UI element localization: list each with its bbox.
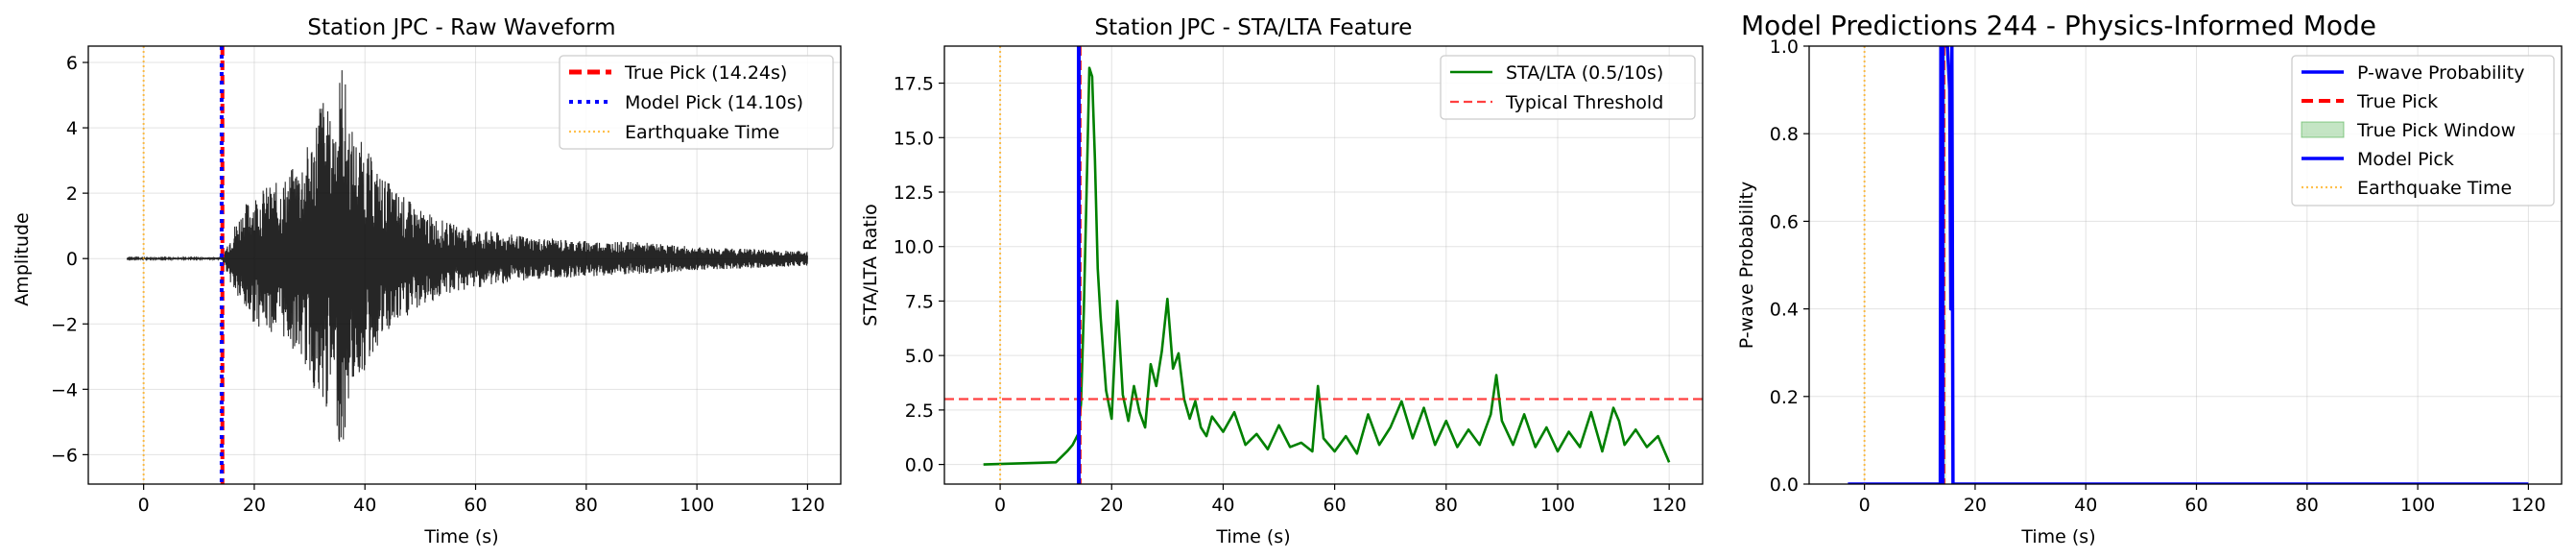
legend: STA/LTA (0.5/10s) Typical Threshold xyxy=(1440,55,1696,120)
x-tick-label: 100 xyxy=(1540,495,1575,516)
y-tick-label: 6 xyxy=(66,53,78,74)
x-tick-label: 100 xyxy=(680,495,714,516)
x-tick-label: 100 xyxy=(2400,495,2435,516)
x-axis-label: Time (s) xyxy=(1215,526,1290,547)
y-axis-label: P-wave Probability xyxy=(1736,182,1757,350)
plot-marks xyxy=(126,46,808,484)
x-tick-label: 20 xyxy=(1100,495,1123,516)
legend-label-model-pick: Model Pick xyxy=(2357,149,2454,170)
x-axis-label: Time (s) xyxy=(423,526,498,547)
x-tick-label: 0 xyxy=(994,495,1006,516)
y-tick-label: 0.0 xyxy=(905,455,934,476)
y-tick-label: 1.0 xyxy=(1770,36,1799,58)
plot-frame xyxy=(1808,45,2563,485)
y-tick-label: 12.5 xyxy=(894,182,934,204)
legend-box xyxy=(2291,55,2555,207)
y-tick-label: 0.0 xyxy=(1770,474,1799,496)
chart-title: Model Predictions 244 - Physics-Informed… xyxy=(1741,10,2376,41)
x-tick-label: 120 xyxy=(1652,495,1686,516)
y-tick-label: 7.5 xyxy=(905,291,934,312)
x-tick-label: 20 xyxy=(243,495,266,516)
x-tick-label: 80 xyxy=(575,495,598,516)
legend-box xyxy=(559,55,834,150)
y-tick-label: 17.5 xyxy=(894,74,934,95)
y-tick-label: −4 xyxy=(51,379,78,401)
legend: True Pick (14.24s) Model Pick (14.10s) E… xyxy=(559,55,834,150)
x-tick-label: 40 xyxy=(353,495,376,516)
legend-label-sta-lta: STA/LTA (0.5/10s) xyxy=(1506,62,1663,84)
y-tick-label: 5.0 xyxy=(905,346,934,367)
y-tick-label: 4 xyxy=(66,118,78,139)
chart-title: Station JPC - STA/LTA Feature xyxy=(1095,15,1413,40)
grid xyxy=(944,46,1703,484)
x-tick-label: 20 xyxy=(1964,495,1987,516)
chart-title: Station JPC - Raw Waveform xyxy=(307,15,615,40)
legend-swatch-true-pick-window xyxy=(2301,121,2345,138)
legend-label-true-pick: True Pick (14.24s) xyxy=(624,62,787,84)
legend-label-earthquake-time: Earthquake Time xyxy=(625,122,779,143)
y-tick-label: 0.4 xyxy=(1770,300,1799,321)
x-tick-label: 0 xyxy=(1859,495,1871,516)
y-tick-label: 0.2 xyxy=(1770,387,1799,408)
legend: P-wave Probability True Pick True Pick W… xyxy=(2291,55,2555,207)
series-line xyxy=(983,66,1671,466)
plot-frame xyxy=(943,45,1704,485)
x-tick-label: 0 xyxy=(138,495,150,516)
y-tick-label: 10.0 xyxy=(894,237,934,258)
x-tick-label: 120 xyxy=(2511,495,2545,516)
x-tick-label: 60 xyxy=(464,495,487,516)
plot-frame xyxy=(87,45,842,485)
axis-ticks: 0 20 40 60 80 100 120 0.0 2.5 5.0 7.5 10.0 12.5 15.0 1… xyxy=(894,74,1687,516)
y-axis-label: Amplitude xyxy=(12,212,33,305)
y-tick-label: −6 xyxy=(51,445,78,466)
y-tick-label: 15.0 xyxy=(894,128,934,149)
axis-ticks: 0 20 40 60 80 100 120 0.0 0.2 0.4 0.6 0.8 1.0 xyxy=(1770,36,2546,516)
legend-label-p-wave-probability: P-wave Probability xyxy=(2357,62,2525,84)
x-axis-label: Time (s) xyxy=(2020,526,2095,547)
y-tick-label: −2 xyxy=(51,314,78,335)
x-tick-label: 60 xyxy=(1324,495,1347,516)
y-tick-label: 2 xyxy=(66,183,78,205)
axis-ticks: 0 20 40 60 80 100 120 −6 −4 −2 0 2 4 6 xyxy=(51,53,825,516)
y-tick-label: 0 xyxy=(66,249,78,270)
legend-label-true-pick: True Pick xyxy=(2356,91,2438,112)
y-axis-label: STA/LTA Ratio xyxy=(860,204,881,327)
y-tick-label: 2.5 xyxy=(905,401,934,422)
legend-label-earthquake-time: Earthquake Time xyxy=(2357,178,2512,199)
x-tick-label: 80 xyxy=(2296,495,2319,516)
x-tick-label: 60 xyxy=(2184,495,2207,516)
x-tick-label: 80 xyxy=(1435,495,1458,516)
legend-label-threshold: Typical Threshold xyxy=(1505,92,1663,113)
model-predictions-panel: Model Predictions 244 - Physics-Informed… xyxy=(1736,10,2563,547)
plot-marks xyxy=(944,46,1703,484)
x-tick-label: 40 xyxy=(1211,495,1234,516)
sta-lta-panel: Station JPC - STA/LTA Feature STA/LTA Ra… xyxy=(860,15,1704,547)
plot-marks xyxy=(1848,46,2529,484)
x-tick-label: 40 xyxy=(2074,495,2097,516)
x-tick-label: 120 xyxy=(790,495,824,516)
legend-box xyxy=(1440,55,1696,120)
waveform-trace xyxy=(126,70,808,442)
y-tick-label: 0.8 xyxy=(1770,124,1799,145)
y-tick-label: 0.6 xyxy=(1770,211,1799,232)
legend-label-true-pick-window: True Pick Window xyxy=(2356,120,2516,141)
legend-label-model-pick: Model Pick (14.10s) xyxy=(625,92,803,113)
raw-waveform-panel: Station JPC - Raw Waveform Amplitude Tim… xyxy=(12,15,842,547)
